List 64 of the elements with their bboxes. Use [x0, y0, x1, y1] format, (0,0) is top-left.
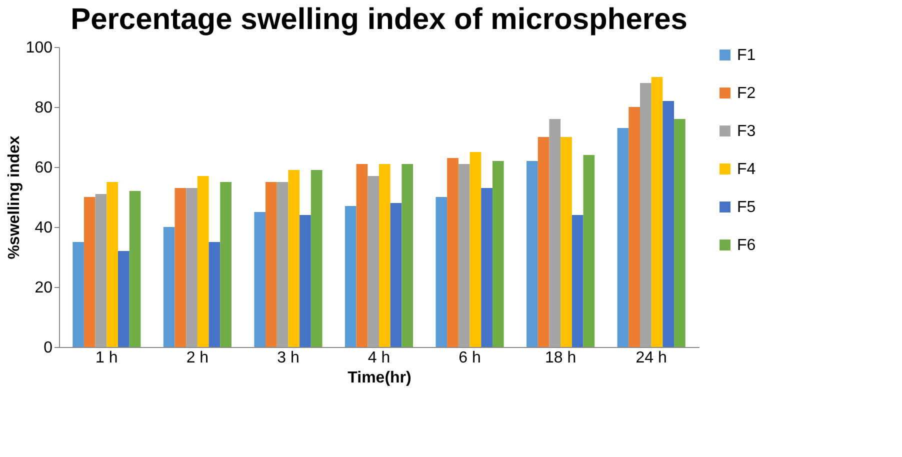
bar: [368, 176, 379, 347]
bar: [106, 182, 118, 347]
bar: [640, 83, 652, 347]
bar: [651, 77, 663, 347]
bar: [300, 215, 311, 347]
bar: [310, 170, 322, 347]
bar: [118, 251, 130, 347]
bar: [470, 152, 482, 347]
y-tick-label: 60: [34, 160, 53, 176]
bar: [402, 164, 414, 347]
bar: [617, 128, 629, 347]
bar: [208, 242, 220, 347]
bar: [197, 176, 209, 347]
bar: [163, 227, 175, 347]
bar: [95, 194, 107, 347]
bar: [526, 161, 538, 347]
x-tick-label: 3 h: [277, 350, 300, 366]
y-tick-label: 100: [26, 40, 53, 56]
legend-label: F3: [737, 123, 756, 140]
y-tick-label: 0: [44, 340, 53, 356]
bar: [276, 182, 288, 347]
bar: [84, 197, 96, 347]
bar: [356, 164, 368, 347]
bar: [538, 137, 550, 347]
y-tick-label: 80: [34, 100, 53, 116]
x-tick-label: 2 h: [186, 350, 209, 366]
bar: [583, 155, 595, 347]
x-tick-label: 1 h: [96, 350, 118, 366]
x-tick-label: 24 h: [636, 350, 667, 366]
legend-label: F1: [737, 47, 756, 64]
chart-title: Percentage swelling index of microspheres: [70, 3, 688, 36]
bar: [254, 212, 266, 347]
bar: [458, 164, 470, 347]
bar: [220, 182, 232, 347]
bar: [266, 182, 277, 347]
bar: [436, 197, 448, 347]
x-axis-title: Time(hr): [348, 370, 412, 386]
legend-label: F6: [737, 237, 756, 254]
x-tick-label: 4 h: [368, 350, 390, 366]
legend-label: F5: [737, 199, 756, 216]
bar: [572, 215, 584, 347]
x-tick-label: 6 h: [458, 350, 481, 366]
y-tick-label: 40: [34, 220, 53, 236]
bar: [174, 188, 186, 347]
bar: [72, 242, 84, 347]
bar: [129, 191, 141, 347]
bar: [549, 119, 561, 347]
legend-label: F2: [737, 85, 756, 102]
bar: [288, 170, 300, 347]
legend-label: F4: [737, 161, 756, 178]
bar: [344, 206, 356, 347]
bar: [186, 188, 198, 347]
x-tick-label: 18 h: [544, 350, 576, 366]
bar: [662, 101, 674, 347]
bar: [447, 158, 458, 347]
bar: [560, 137, 572, 347]
bar: [674, 119, 686, 347]
bar: [481, 188, 492, 347]
bar: [379, 164, 390, 347]
bar: [390, 203, 402, 347]
bar: [628, 107, 640, 347]
y-tick-label: 20: [34, 280, 53, 296]
bar: [492, 161, 504, 347]
y-axis-title: %swelling index: [6, 136, 23, 260]
